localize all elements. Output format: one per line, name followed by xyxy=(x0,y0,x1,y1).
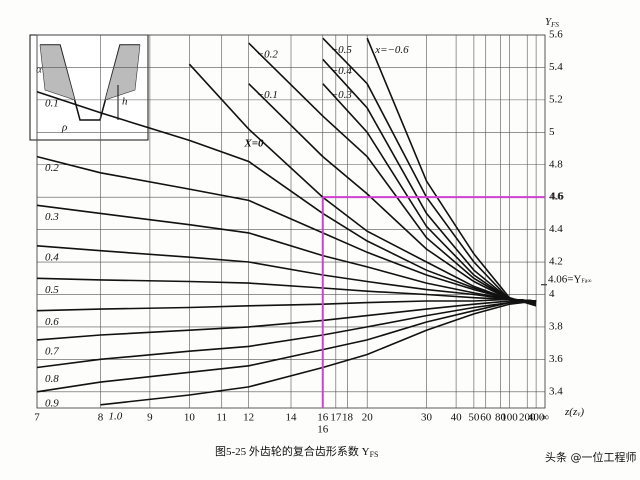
series-label: −0.4 xyxy=(331,65,353,77)
x-tick-label: 30 xyxy=(421,412,433,424)
x-tick-label: 200 xyxy=(519,412,536,424)
x-tick-label: ∞ xyxy=(541,412,549,424)
series-label: −0.2 xyxy=(257,49,279,61)
x-tick-label: 11 xyxy=(216,412,227,424)
curve xyxy=(36,300,537,393)
y-tick-label: 5.6 xyxy=(549,29,563,41)
x-tick-label: 8 xyxy=(98,412,104,424)
y-tick-label: 3.6 xyxy=(549,353,563,365)
series-label: 0.6 xyxy=(45,316,59,328)
x-label-end: ) xyxy=(579,406,584,418)
y-tick-label: 5.2 xyxy=(549,93,563,105)
x-tick-label: 50 xyxy=(468,412,480,424)
marker-x-label: 16 xyxy=(317,424,329,436)
x-label-main: z(z xyxy=(564,406,578,418)
chart-title: 图5-25 外齿轮的复合齿形系数 YFS xyxy=(215,444,379,459)
y-label-main: Y xyxy=(545,16,553,28)
x-tick-label: 16 xyxy=(317,412,329,424)
y-tick-label: 3.4 xyxy=(549,385,563,397)
x-axis-label: z(zv) xyxy=(564,406,584,418)
x-tick-label: 14 xyxy=(286,412,298,424)
y-tick-label: 4.6 xyxy=(549,191,563,203)
reference-tick-label: 4.06=YFa∞ xyxy=(548,273,592,285)
series-label: 0.8 xyxy=(45,373,59,385)
series-label: −0.1 xyxy=(257,89,278,101)
curve xyxy=(100,300,537,406)
x-tick-label: 12 xyxy=(243,412,254,424)
series-label: 0.1 xyxy=(45,97,59,109)
marker-y-label: 4.6 xyxy=(550,191,564,203)
y-tick-label: 4.8 xyxy=(549,158,563,170)
title-main: 图5-25 外齿轮的复合齿形系数 Y xyxy=(215,444,370,458)
series-label: 0.4 xyxy=(45,251,59,263)
watermark: 头条 @一位工程师 xyxy=(545,450,637,464)
x-tick-label: 9 xyxy=(147,412,153,424)
series-label: 1.0 xyxy=(109,410,123,422)
series-label: −0.5 xyxy=(331,44,353,56)
x-tick-label: 80 xyxy=(495,412,507,424)
x-tick-label: 7 xyxy=(34,412,40,424)
y-tick-label: 5 xyxy=(549,126,555,138)
x-tick-label: 100 xyxy=(501,412,518,424)
y-tick-label: 4.2 xyxy=(549,256,563,268)
x-tick-label: 400 xyxy=(528,412,545,424)
curve xyxy=(36,298,537,312)
series-label: 0.3 xyxy=(45,211,59,223)
title-sub: FS xyxy=(370,450,379,459)
series-label: −0.3 xyxy=(331,89,353,101)
curve xyxy=(36,300,537,341)
series-label: x=−0.6 xyxy=(374,44,409,56)
inset-label: h xyxy=(122,96,128,108)
y-axis-label: YFS xyxy=(545,16,559,29)
y-tick-label: 5.4 xyxy=(549,61,563,73)
reference-label-sub: Fa∞ xyxy=(581,279,591,285)
x-tick-label: 18 xyxy=(342,412,354,424)
series-label: X=0 xyxy=(243,138,264,150)
series-label: 0.5 xyxy=(45,284,59,296)
x-label-sub: v xyxy=(577,410,581,418)
x-tick-label: 60 xyxy=(480,412,492,424)
inset-label: α xyxy=(36,64,42,76)
curve xyxy=(36,245,537,302)
x-tick-label: 10 xyxy=(184,412,196,424)
x-tick-label: 40 xyxy=(451,412,463,424)
curve xyxy=(36,277,537,302)
inset-label: ρ xyxy=(61,122,67,134)
series-label: 0.2 xyxy=(45,162,59,174)
y-tick-label: 4.4 xyxy=(549,223,563,235)
series-label: 0.7 xyxy=(45,345,59,357)
series-label: 0.9 xyxy=(45,397,59,409)
tooth-inset xyxy=(29,34,149,141)
y-tick-label: 3.8 xyxy=(549,320,563,332)
x-tick-label: 17 xyxy=(330,412,342,424)
y-label-sub: FS xyxy=(550,21,559,29)
y-tick-label: 4 xyxy=(549,288,555,300)
curve xyxy=(36,300,537,369)
reference-label-main: 4.06=Y xyxy=(548,273,581,285)
x-tick-label: 20 xyxy=(362,412,374,424)
curve xyxy=(36,155,537,302)
